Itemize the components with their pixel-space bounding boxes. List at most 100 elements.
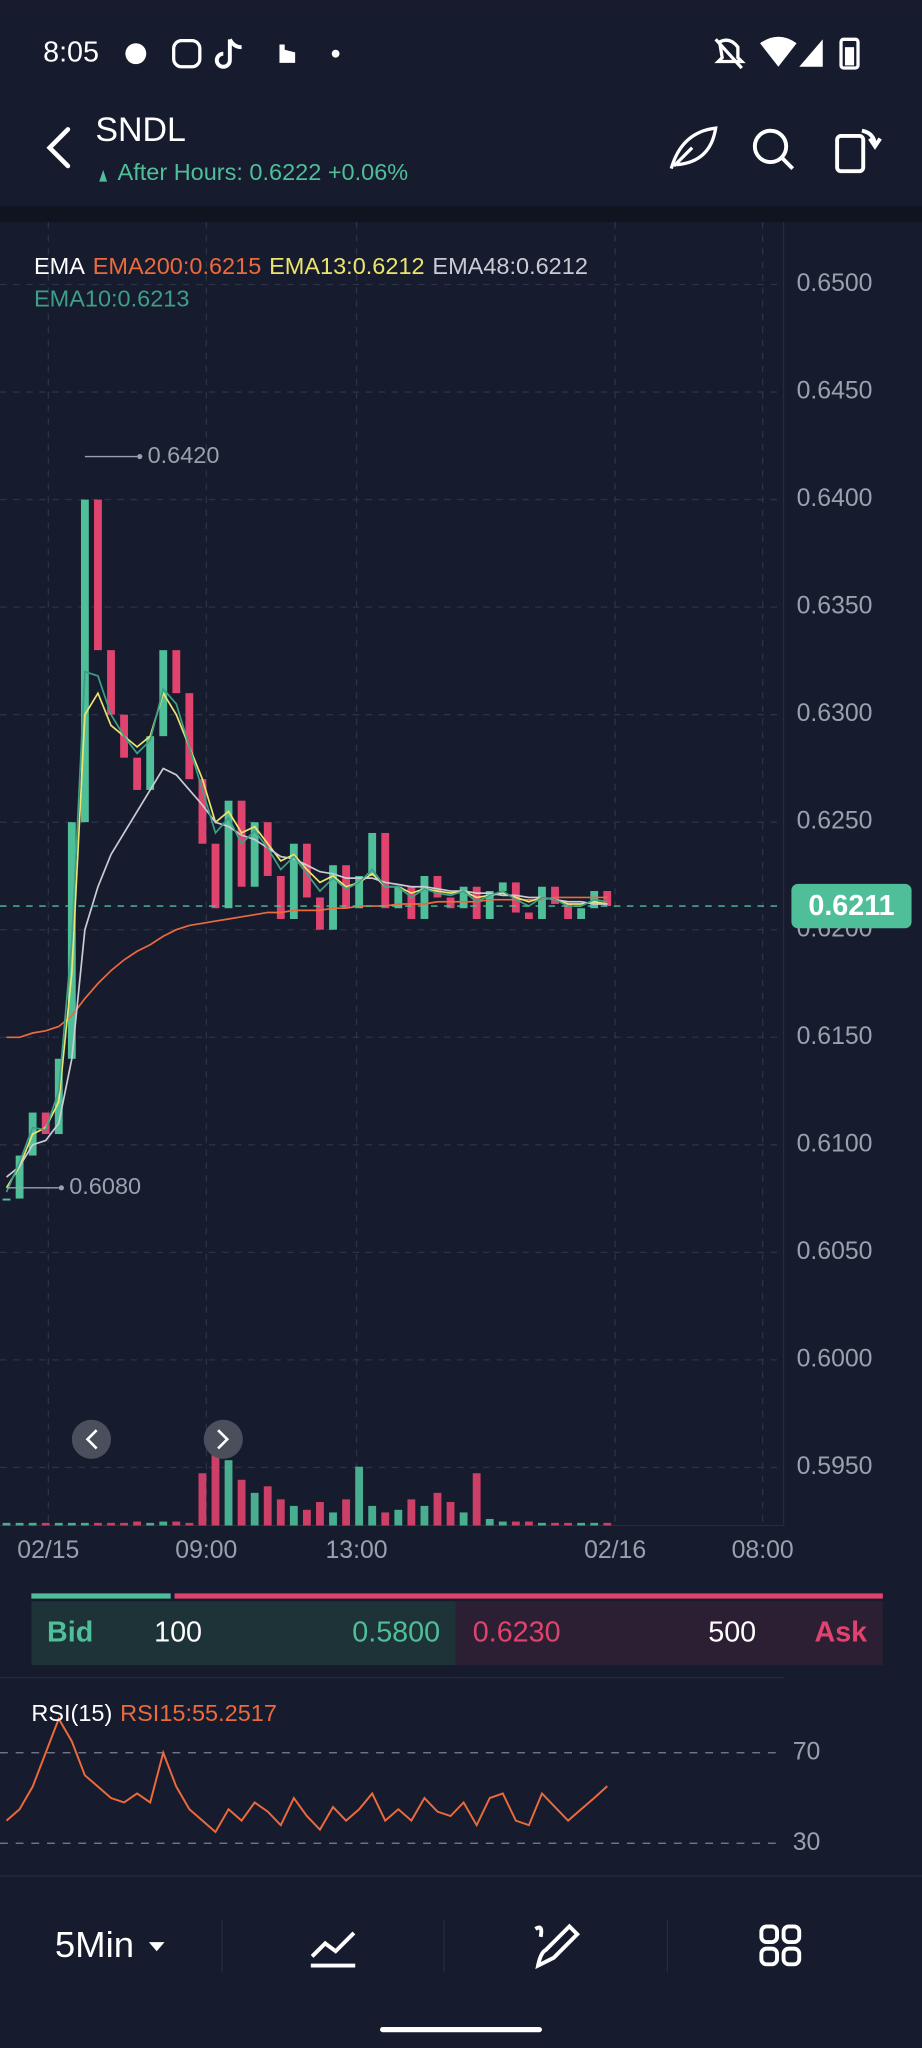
x-tick-label: 02/15 [17,1537,79,1564]
annotation-label: 0.6420 [148,442,220,468]
y-tick-label: 0.6150 [797,1023,873,1050]
volume-bar [185,1522,194,1526]
volume-bar [342,1499,350,1526]
back-button[interactable] [46,127,71,169]
indicator-line [5,1716,608,1834]
volume-bar [394,1509,403,1526]
candle [577,908,586,919]
symbol: SNDL [95,111,186,149]
interval-selector[interactable]: 5Min [55,1924,134,1965]
nav-draw[interactable] [534,1923,580,1970]
volume-bar [381,1512,390,1526]
volume-bar [498,1521,507,1526]
volume-bar [420,1505,429,1526]
bid-size-bar [31,1593,171,1599]
grid-cell[interactable] [781,1946,802,1967]
ask-size-bar [174,1593,883,1599]
rsi-title: RSI(15) [31,1700,112,1726]
volume-bar [237,1479,246,1526]
candle [446,897,455,909]
volume-bar [133,1521,142,1526]
volume-bar [590,1522,599,1526]
icon-feather[interactable] [669,126,718,170]
nav-indicators[interactable] [310,1931,356,1968]
volume-bar [54,1522,63,1526]
volume-bar [289,1505,298,1526]
rotate-phone[interactable] [835,133,866,174]
candle [146,736,155,790]
icon-mute [714,38,746,70]
interval-caret[interactable] [148,1942,165,1952]
search-handle[interactable] [780,156,795,170]
order-book: Bid 100 0.5800 0.6230 500 Ask [31,1593,883,1666]
x-tick-label: 08:00 [732,1537,794,1564]
ask-size: 500 [708,1616,756,1648]
volume-bar [446,1501,455,1526]
bid-background [31,1601,456,1666]
volume-bar [577,1522,586,1526]
search-circle[interactable] [752,128,789,165]
candle [355,875,364,909]
candle [316,897,324,930]
candle [472,886,481,919]
x-tick-label: 13:00 [325,1537,387,1564]
scroll-right[interactable] [203,1419,243,1459]
volume-bar [198,1473,207,1526]
volume-bar [211,1434,220,1526]
icon-signal [799,39,823,67]
rotate-arrow[interactable] [861,128,882,150]
nav-more[interactable] [759,1924,802,1967]
volume-bar [433,1492,442,1526]
y-tick-label: 0.5950 [797,1453,873,1480]
y-tick-label: 0.6000 [797,1345,873,1372]
volume-bar [329,1512,337,1526]
legend-item: EMA200:0.6215 [93,253,262,279]
grid-cell[interactable] [759,1946,779,1967]
candle [107,650,115,715]
candle [538,886,546,919]
candle [524,912,533,919]
volume-bar [94,1522,102,1526]
volume-bar [146,1522,155,1526]
volume-bar [551,1522,559,1526]
icon-search[interactable] [752,128,795,170]
candle [94,499,102,651]
icon-rotate[interactable] [835,128,882,174]
bottom-nav [0,1875,922,2048]
scroll-left[interactable] [71,1419,112,1459]
price-chart: 0.6500 0.6450 0.6400 0.6350 0.6300 0.6250 0.62… [0,222,912,1564]
volume-bar [224,1460,233,1526]
icon-instagram [172,38,202,69]
scroll-left-arrow[interactable] [85,1429,98,1450]
last-price-tag [791,883,912,929]
status-icons [125,36,860,70]
icon-touch [279,44,296,63]
volume-bar [250,1492,259,1526]
indicator-line [5,767,608,1178]
icon-battery-level [844,47,855,66]
volume-bar [67,1522,76,1526]
volume-bar [159,1521,168,1526]
icon-brightness [125,43,147,65]
candle [80,499,89,823]
volume-bar [172,1521,181,1526]
scroll-right-arrow[interactable] [217,1429,230,1450]
grid-cell[interactable] [781,1924,802,1945]
y-tick-label: 0.6100 [797,1130,873,1157]
volume-bar [15,1522,24,1526]
y-tick-label: 0.6500 [797,270,873,297]
candle [211,843,220,909]
ask-label: Ask [814,1616,867,1648]
volume-bar [302,1509,311,1526]
y-tick-label: 0.6250 [797,808,873,835]
candle [276,875,285,919]
y-tick-label: 0.6350 [797,593,873,620]
candle [394,886,403,909]
grid-cell[interactable] [759,1924,779,1945]
candle [224,800,233,909]
home-indicator[interactable] [380,2026,542,2033]
candle [420,875,429,919]
bottom-nav-border [0,1875,922,1877]
